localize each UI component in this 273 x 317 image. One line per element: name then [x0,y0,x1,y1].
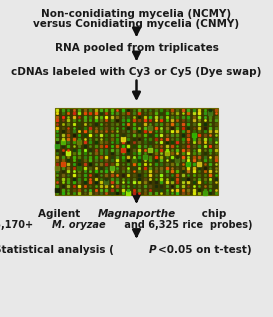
Text: M. oryzae: M. oryzae [52,220,105,230]
Text: cDNAs labeled with Cy3 or Cy5 (Dye swap): cDNAs labeled with Cy3 or Cy5 (Dye swap) [11,67,262,77]
Text: chip: chip [198,209,227,219]
Bar [55,108,218,195]
Text: P: P [149,245,156,255]
Text: Non-conidiating mycelia (NCMY): Non-conidiating mycelia (NCMY) [41,9,232,19]
Text: Statistical analysis (: Statistical analysis ( [0,245,114,255]
Text: <0.05 on t-test): <0.05 on t-test) [158,245,252,255]
Text: Agilent: Agilent [38,209,84,219]
Text: Magnaporthe: Magnaporthe [97,209,176,219]
Text: versus Conidiating mycelia (CNMY): versus Conidiating mycelia (CNMY) [33,19,240,29]
Text: (15,170+: (15,170+ [0,220,36,230]
Text: and 6,325 rice  probes): and 6,325 rice probes) [121,220,252,230]
Text: RNA pooled from triplicates: RNA pooled from triplicates [55,43,218,53]
